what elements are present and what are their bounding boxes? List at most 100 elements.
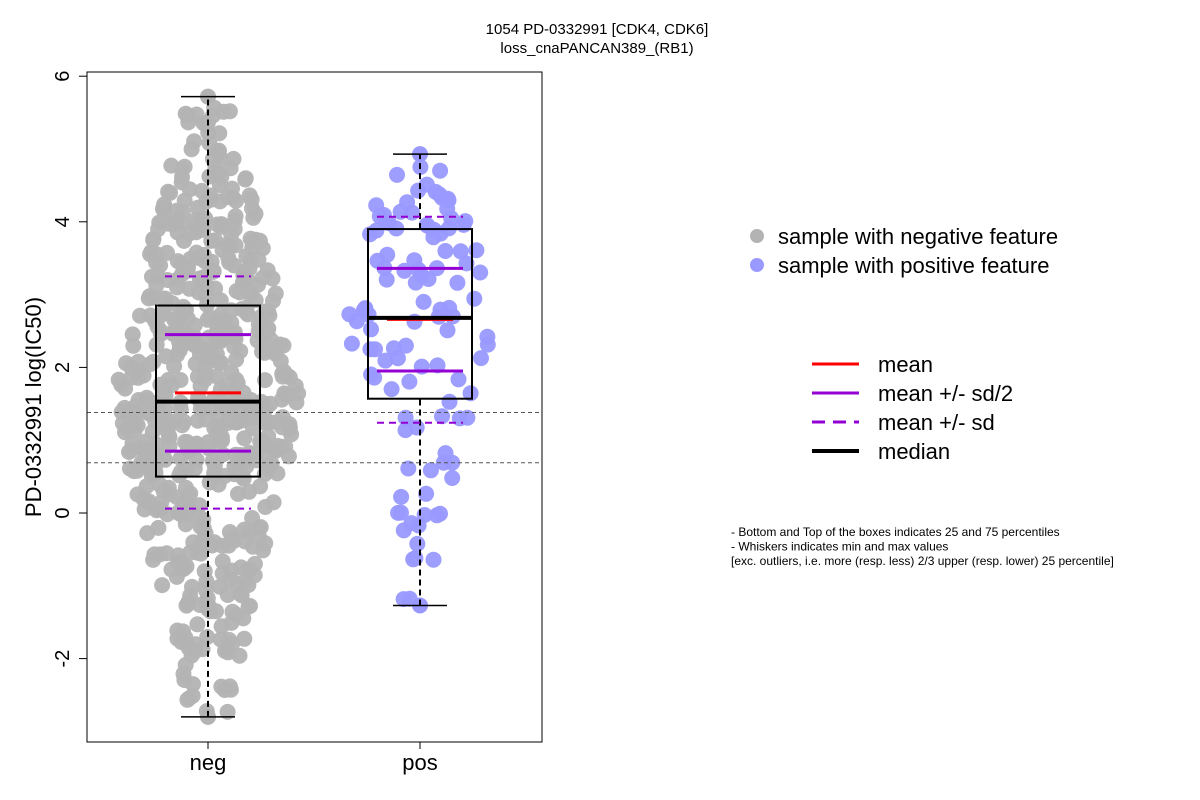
- y-tick-label: -2: [52, 650, 74, 668]
- sample-point: [252, 478, 269, 495]
- sample-point: [145, 551, 162, 568]
- sample-point: [197, 288, 214, 304]
- sample-point: [397, 409, 414, 426]
- sample-point: [159, 506, 176, 523]
- sample-point: [410, 517, 427, 534]
- sample-point: [439, 190, 456, 207]
- legend-line-label: median: [878, 439, 950, 464]
- sample-point: [179, 107, 196, 124]
- sample-point: [132, 307, 148, 324]
- sample-point: [144, 268, 160, 285]
- sample-point: [145, 230, 162, 247]
- sample-point: [157, 290, 174, 307]
- sample-point: [142, 246, 159, 263]
- sample-point: [176, 560, 193, 577]
- sample-point: [210, 354, 227, 371]
- sample-point: [238, 248, 255, 265]
- sample-point: [437, 445, 454, 462]
- sample-point: [415, 293, 432, 310]
- sample-point: [163, 157, 180, 174]
- iqr-box: [155, 304, 261, 478]
- sample-point: [113, 376, 130, 393]
- sample-point: [377, 352, 394, 369]
- sample-point: [184, 687, 201, 704]
- sample-point: [432, 505, 448, 522]
- reference-lines: [87, 412, 542, 464]
- sample-point: [393, 488, 410, 505]
- sample-point: [125, 337, 142, 354]
- sample-point: [407, 274, 424, 291]
- sample-point: [176, 158, 193, 175]
- sample-point: [186, 460, 203, 477]
- sample-point: [145, 353, 162, 370]
- footnote-line: [exc. outliers, i.e. more (resp. less) 2…: [731, 554, 1114, 568]
- sample-point: [228, 283, 245, 299]
- sample-point: [191, 270, 208, 287]
- sample-point: [228, 192, 244, 209]
- sample-point: [366, 369, 383, 386]
- sample-point: [439, 322, 456, 339]
- sample-point: [171, 342, 188, 359]
- sample-point: [290, 385, 307, 402]
- sample-point: [210, 145, 227, 162]
- sample-point: [206, 465, 223, 482]
- sample-point: [163, 561, 180, 578]
- sample-point: [236, 630, 253, 647]
- sample-point: [130, 353, 147, 370]
- sample-point: [189, 199, 206, 216]
- sample-point: [213, 218, 230, 235]
- sample-point: [259, 262, 276, 279]
- y-axis-label: PD-0332991 log(IC50): [21, 297, 46, 517]
- sample-point: [432, 162, 449, 179]
- legend-line-label: mean +/- sd: [878, 410, 995, 435]
- sample-point: [362, 341, 379, 358]
- sample-point: [123, 442, 140, 459]
- sample-point: [243, 287, 260, 304]
- footnote-line: - Bottom and Top of the boxes indicates …: [731, 525, 1060, 539]
- sample-point: [368, 197, 385, 214]
- legend-points: sample with negative feature sample with …: [750, 224, 1058, 278]
- y-tick-label: 2: [52, 362, 74, 373]
- sample-point: [124, 326, 141, 343]
- box-pos: [367, 153, 473, 607]
- sample-point: [172, 372, 189, 388]
- sample-point: [437, 243, 454, 259]
- sample-point: [240, 561, 257, 578]
- sample-point: [450, 371, 467, 388]
- sample-point: [217, 643, 233, 659]
- boxes: [155, 95, 473, 718]
- sample-point: [213, 429, 230, 446]
- legend-lines: mean mean +/- sd/2 mean +/- sd median: [812, 352, 1013, 464]
- legend-point-marker: [750, 258, 764, 272]
- sample-point: [383, 381, 400, 398]
- sample-point: [213, 169, 230, 185]
- sample-point: [397, 337, 414, 354]
- sample-point: [441, 393, 458, 410]
- sample-point: [420, 271, 437, 287]
- sample-point: [193, 182, 210, 199]
- sample-point: [385, 340, 402, 357]
- sample-point: [259, 446, 276, 463]
- sample-point: [343, 335, 360, 352]
- sample-point: [155, 199, 172, 216]
- sample-point: [154, 577, 171, 594]
- legend-line-label: mean: [878, 352, 933, 377]
- sample-point: [473, 350, 489, 367]
- sample-point: [409, 535, 426, 552]
- sample-point: [472, 264, 489, 281]
- sample-point: [218, 377, 235, 393]
- box-neg: [155, 95, 261, 718]
- y-tick-label: 0: [52, 507, 74, 518]
- sample-point: [244, 510, 261, 526]
- sample-point: [452, 243, 469, 260]
- sample-point: [405, 551, 422, 568]
- sample-point: [173, 634, 190, 650]
- sample-point: [138, 389, 155, 406]
- sample-point: [176, 232, 192, 249]
- sample-point: [401, 373, 418, 390]
- sample-point: [180, 259, 196, 276]
- sample-point: [133, 454, 150, 471]
- sample-point: [422, 462, 439, 479]
- sample-point: [389, 166, 405, 183]
- sample-point: [262, 395, 279, 412]
